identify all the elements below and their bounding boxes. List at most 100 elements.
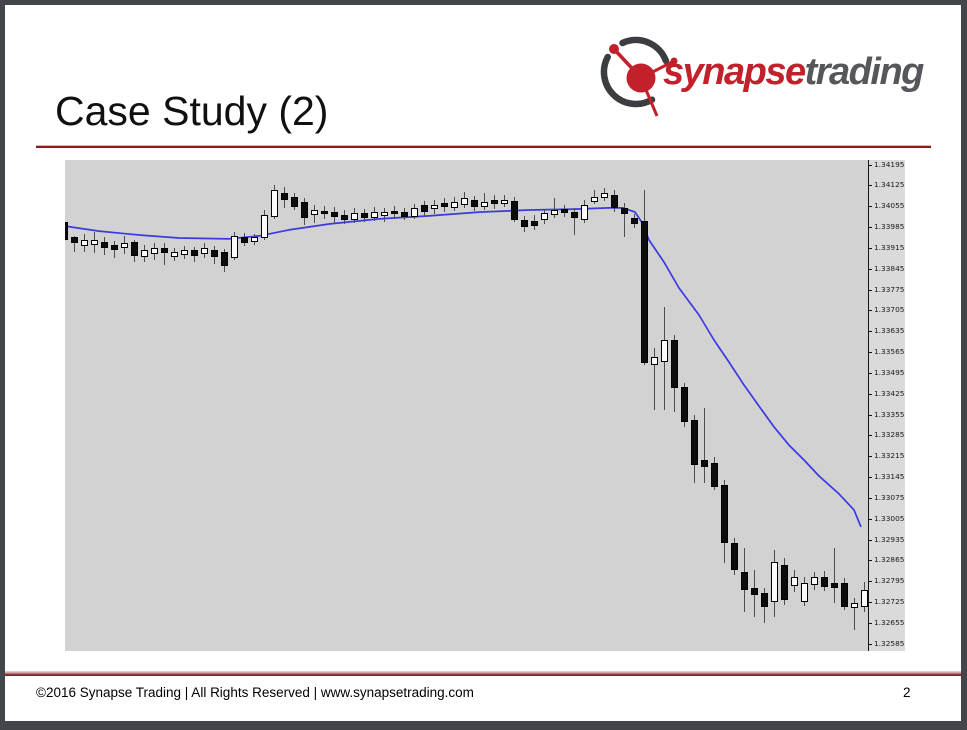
candle (861, 590, 868, 607)
candle (651, 357, 658, 365)
candle (291, 196, 298, 207)
y-tick (869, 498, 872, 499)
candle (301, 202, 308, 219)
candle (641, 221, 648, 363)
candle-wick (854, 598, 855, 631)
y-tick (869, 477, 872, 478)
candle (831, 582, 838, 588)
y-tick (869, 394, 872, 395)
candle (601, 193, 608, 199)
y-tick-label: 1.33775 (874, 285, 905, 294)
candle (381, 212, 388, 216)
logo-text-trading: trading (804, 51, 925, 93)
candle (781, 565, 788, 600)
footer-copyright: ©2016 Synapse Trading | All Rights Reser… (36, 685, 474, 700)
y-tick (869, 290, 872, 291)
candle (821, 576, 828, 587)
page-title: Case Study (2) (55, 88, 329, 134)
candle (351, 213, 358, 221)
title-underline (36, 145, 931, 148)
candlestick-chart: 1.34195 1.34125 1.34055 1.33985 1.33915 1.338… (65, 160, 905, 651)
y-tick-label: 1.33215 (874, 451, 905, 460)
y-tick (869, 623, 872, 624)
candle (791, 576, 798, 586)
candle (181, 249, 188, 255)
candle (851, 603, 858, 609)
candle (841, 582, 848, 607)
candle (191, 249, 198, 257)
y-tick (869, 560, 872, 561)
y-tick (869, 581, 872, 582)
candle (581, 204, 588, 221)
candle (141, 249, 148, 257)
y-tick-label: 1.33495 (874, 368, 905, 377)
candle (471, 199, 478, 207)
candle (681, 387, 688, 422)
y-tick-label: 1.33005 (874, 514, 905, 523)
y-tick (869, 602, 872, 603)
candle (71, 237, 78, 244)
candle (531, 221, 538, 227)
footer-divider (5, 671, 961, 676)
candle-wick (164, 243, 165, 265)
logo-text-synapse: synapse (663, 51, 806, 93)
candle (461, 198, 468, 205)
y-tick-label: 1.32795 (874, 576, 905, 585)
y-tick-label: 1.32865 (874, 555, 905, 564)
candle (501, 199, 508, 205)
candle (81, 240, 88, 246)
candle (431, 204, 438, 210)
candle (711, 462, 718, 487)
y-tick-label: 1.33355 (874, 410, 905, 419)
candle (91, 240, 98, 246)
candle (201, 248, 208, 255)
candle (481, 202, 488, 208)
candle (801, 582, 808, 602)
candle-wick (484, 193, 485, 210)
candle (241, 237, 248, 244)
y-tick-label: 1.33075 (874, 493, 905, 502)
candle (451, 202, 458, 208)
y-tick (869, 540, 872, 541)
y-tick (869, 519, 872, 520)
candle (321, 210, 328, 214)
candle (541, 213, 548, 221)
candle (131, 242, 138, 257)
synapse-trading-logo: synapsetrading (597, 30, 947, 120)
y-tick (869, 165, 872, 166)
y-tick (869, 269, 872, 270)
candle (741, 571, 748, 590)
candle (661, 340, 668, 362)
candle (251, 237, 258, 243)
candle-wick (704, 407, 705, 483)
y-tick-label: 1.33145 (874, 472, 905, 481)
candle-wick (554, 198, 555, 218)
y-tick (869, 456, 872, 457)
candle (261, 215, 268, 238)
y-tick (869, 248, 872, 249)
candle (111, 245, 118, 250)
y-tick-label: 1.33985 (874, 222, 905, 231)
candle (621, 207, 628, 214)
y-tick-label: 1.32585 (874, 639, 905, 648)
y-tick (869, 227, 872, 228)
candle-wick (624, 202, 625, 238)
candle (171, 252, 178, 258)
candle (151, 248, 158, 255)
candle (311, 210, 318, 216)
candle (341, 215, 348, 221)
candle (511, 201, 518, 221)
y-tick-label: 1.33705 (874, 305, 905, 314)
candle (691, 420, 698, 465)
candle-wick (74, 236, 75, 252)
candle (211, 249, 218, 257)
candle (521, 220, 528, 227)
logo-wordmark: synapsetrading (663, 51, 925, 94)
y-tick (869, 352, 872, 353)
y-tick (869, 435, 872, 436)
y-tick-label: 1.34195 (874, 160, 905, 169)
y-tick (869, 415, 872, 416)
candle (361, 213, 368, 219)
candle (761, 593, 768, 607)
candle (571, 212, 578, 219)
